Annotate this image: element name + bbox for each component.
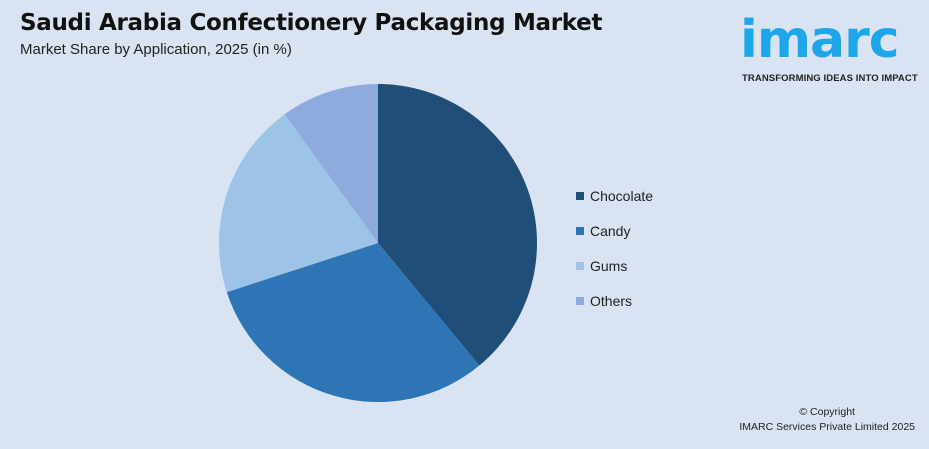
pie-slice-others xyxy=(284,84,378,243)
legend-item-others: Others xyxy=(576,283,653,318)
imarc-logo: imarc TRANSFORMING IDEAS INTO IMPACT xyxy=(740,4,922,88)
legend-label: Gums xyxy=(590,257,628,274)
logo-wordmark: imarc xyxy=(740,10,900,70)
legend-item-candy: Candy xyxy=(576,213,653,248)
legend-swatch-icon xyxy=(576,191,584,200)
legend-swatch-icon xyxy=(576,226,584,235)
logo-tagline: TRANSFORMING IDEAS INTO IMPACT xyxy=(742,73,918,84)
copyright-notice: © Copyright IMARC Services Private Limit… xyxy=(739,405,915,435)
legend-item-chocolate: Chocolate xyxy=(576,178,653,213)
copyright-company: IMARC Services Private Limited 2025 xyxy=(739,421,915,433)
pie-slice-gums xyxy=(218,114,378,293)
copyright-line: © Copyright xyxy=(799,406,855,418)
legend-swatch-icon xyxy=(576,296,584,305)
legend-swatch-icon xyxy=(576,261,584,270)
chart-subtitle: Market Share by Application, 2025 (in %) xyxy=(20,41,292,58)
pie-slice-chocolate xyxy=(378,84,537,366)
pie-slice-candy xyxy=(226,243,480,402)
legend-label: Others xyxy=(590,292,633,309)
legend-label: Chocolate xyxy=(590,187,654,204)
chart-legend: Chocolate Candy Gums Others xyxy=(576,178,653,318)
legend-label: Candy xyxy=(590,222,631,239)
chart-title: Saudi Arabia Confectionery Packaging Mar… xyxy=(20,10,603,36)
legend-item-gums: Gums xyxy=(576,248,653,283)
